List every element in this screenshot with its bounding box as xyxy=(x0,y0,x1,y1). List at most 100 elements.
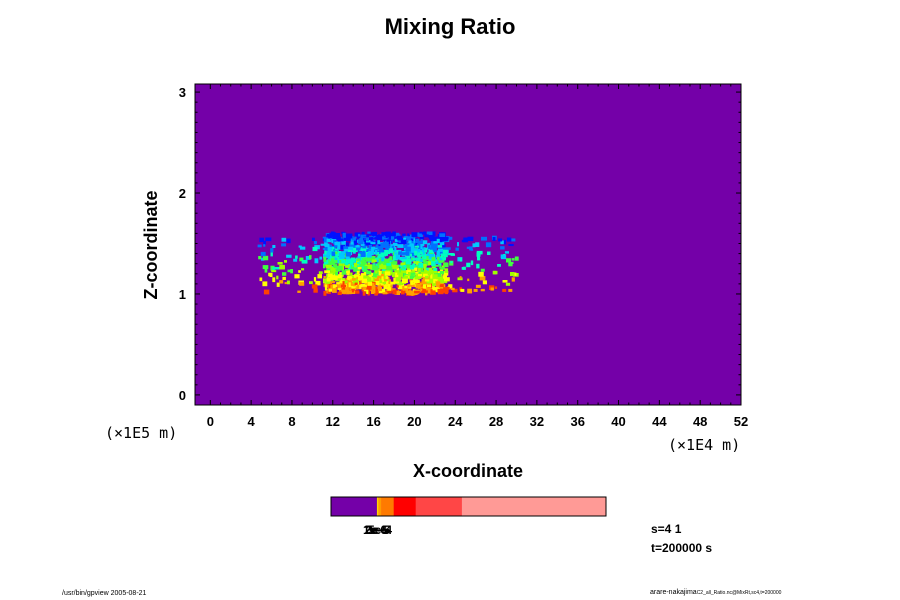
cloud-cell xyxy=(514,256,519,261)
cloud-cell xyxy=(386,263,391,266)
cloud-cell xyxy=(295,255,298,259)
cloud-cell xyxy=(375,236,380,240)
cloud-cell xyxy=(365,249,370,253)
cloud-cell xyxy=(342,232,346,237)
cloud-cell xyxy=(320,243,327,246)
cloud-cell xyxy=(411,232,418,238)
cloud-cell xyxy=(502,280,508,283)
cloud-cell xyxy=(373,239,376,243)
cloud-cell xyxy=(422,284,427,289)
cloud-cell xyxy=(421,232,425,235)
cloud-cell xyxy=(461,267,465,270)
cloud-cell xyxy=(368,277,372,283)
cloud-cell xyxy=(362,260,367,266)
cloud-cell xyxy=(364,282,371,286)
cloud-cell xyxy=(264,267,268,273)
cloud-cell xyxy=(435,255,440,258)
cloud-cell xyxy=(259,277,263,282)
cloud-cell xyxy=(425,271,431,275)
cloud-cell xyxy=(430,289,433,294)
cloud-cell xyxy=(436,273,441,277)
cloud-cell xyxy=(417,257,421,262)
cloud-cell xyxy=(334,259,338,264)
cloud-cell xyxy=(262,281,268,287)
cloud-cell xyxy=(380,288,386,293)
cloud-cell xyxy=(395,277,401,282)
cloud-cell xyxy=(357,261,361,265)
cloud-cell xyxy=(405,260,412,265)
cloud-cell xyxy=(325,284,327,288)
cloud-cell xyxy=(358,284,361,287)
cloud-cell xyxy=(349,261,354,267)
cloud-cell xyxy=(371,259,377,262)
cloud-cell xyxy=(356,258,361,261)
cloud-cell xyxy=(360,273,366,278)
cloud-cell xyxy=(444,277,450,282)
footer-file: C2_all_Ratio.nc@MixRt,sc4,t=200000 xyxy=(696,590,782,596)
cloud-cell xyxy=(326,265,332,269)
x-tick-label: 12 xyxy=(326,414,340,429)
cloud-cell xyxy=(382,268,386,271)
cloud-cell xyxy=(435,281,441,285)
cloud-cell xyxy=(374,250,378,255)
cloud-cell xyxy=(351,264,355,267)
cloud-cell xyxy=(335,233,340,238)
cloud-cell xyxy=(287,269,293,273)
cloud-cell xyxy=(372,276,375,282)
cloud-cell xyxy=(330,235,336,240)
cloud-cell xyxy=(357,284,360,289)
x-tick-label: 8 xyxy=(288,414,295,429)
cloud-cell xyxy=(332,288,337,293)
cloud-cell xyxy=(270,248,274,253)
cloud-cell xyxy=(436,238,440,243)
cloud-cell xyxy=(356,270,360,275)
cloud-cell xyxy=(315,280,321,286)
x-tick-label: 52 xyxy=(734,414,748,429)
cloud-cell xyxy=(361,284,367,288)
cloud-cell xyxy=(463,237,469,243)
cloud-cell xyxy=(437,249,443,255)
cloud-cell xyxy=(392,289,399,295)
cloud-cell xyxy=(415,284,421,289)
x-tick-label: 0 xyxy=(207,414,214,429)
cloud-cell xyxy=(428,244,431,249)
cloud-cell xyxy=(332,275,335,279)
cloud-cell xyxy=(269,272,273,277)
x-tick-label: 20 xyxy=(407,414,421,429)
cloud-cell xyxy=(354,241,357,246)
cloud-cell xyxy=(433,268,438,272)
cloud-cell xyxy=(414,279,420,284)
cloud-cell xyxy=(429,270,434,275)
cloud-cell xyxy=(409,283,415,287)
cloud-cell xyxy=(362,269,369,273)
cloud-cell xyxy=(325,282,330,285)
colorbar-band xyxy=(415,497,463,516)
cloud-cell xyxy=(443,254,446,259)
cloud-cell xyxy=(324,247,328,251)
cloud-cell xyxy=(439,263,442,269)
cloud-cell xyxy=(366,270,372,275)
cloud-cell xyxy=(384,284,388,289)
cloud-cell xyxy=(351,243,357,248)
x-tick-label: 28 xyxy=(489,414,503,429)
cloud-cell xyxy=(443,262,449,268)
cloud-cell xyxy=(420,239,423,244)
cloud-cell xyxy=(438,245,442,251)
cloud-cell xyxy=(326,274,330,280)
cloud-cell xyxy=(262,255,269,261)
cloud-cell xyxy=(403,244,408,248)
cloud-cell xyxy=(431,256,436,262)
slice-info: s=4 1 xyxy=(651,522,682,536)
cloud-cell xyxy=(388,234,395,238)
cloud-cell xyxy=(408,239,412,244)
cloud-cell xyxy=(427,272,432,276)
cloud-cell xyxy=(357,253,361,257)
cloud-cell xyxy=(351,290,354,293)
cloud-cell xyxy=(391,236,395,240)
cloud-cell xyxy=(277,262,283,265)
cloud-cell xyxy=(430,276,435,280)
cloud-cell xyxy=(346,270,350,276)
cloud-cell xyxy=(374,237,377,240)
cloud-cell xyxy=(370,267,375,270)
cloud-cell xyxy=(272,245,276,248)
